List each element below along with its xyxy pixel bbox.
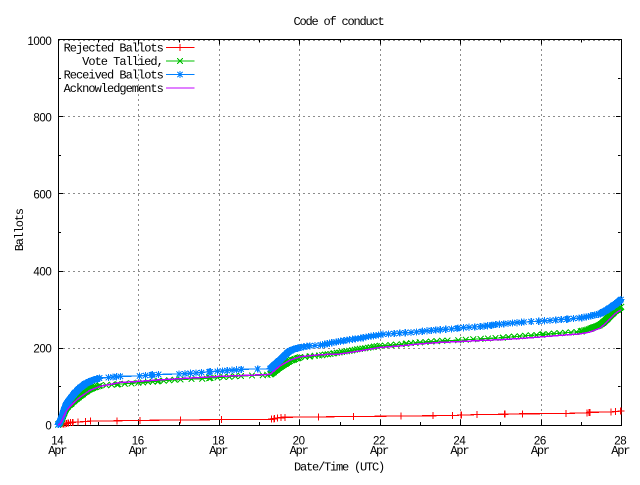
svg-text:18: 18 xyxy=(212,435,224,447)
svg-text:24: 24 xyxy=(453,435,466,447)
svg-text:Apr: Apr xyxy=(450,444,469,458)
svg-text:Rejected Ballots: Rejected Ballots xyxy=(64,42,164,56)
svg-text:Apr: Apr xyxy=(370,444,389,458)
svg-text:Apr: Apr xyxy=(129,444,148,458)
svg-text:1000: 1000 xyxy=(27,36,51,48)
svg-text:Apr: Apr xyxy=(290,444,309,458)
svg-text:16: 16 xyxy=(132,435,144,447)
svg-text:Vote Tallied,: Vote Tallied, xyxy=(82,55,163,69)
svg-text:Date/Time (UTC): Date/Time (UTC) xyxy=(294,461,384,475)
svg-text:Ballots: Ballots xyxy=(13,208,27,251)
svg-text:200: 200 xyxy=(33,343,51,355)
svg-text:Apr: Apr xyxy=(531,444,550,458)
svg-text:600: 600 xyxy=(33,190,51,202)
svg-text:Code of conduct: Code of conduct xyxy=(293,15,383,29)
svg-text:Acknowledgements: Acknowledgements xyxy=(64,82,164,96)
svg-text:Apr: Apr xyxy=(209,444,228,458)
svg-text:28: 28 xyxy=(614,435,626,447)
svg-text:0: 0 xyxy=(45,420,51,432)
svg-text:400: 400 xyxy=(33,267,51,279)
svg-text:22: 22 xyxy=(373,435,385,447)
svg-text:20: 20 xyxy=(293,435,305,447)
svg-text:Apr: Apr xyxy=(611,444,630,458)
svg-text:14: 14 xyxy=(51,435,64,447)
svg-text:26: 26 xyxy=(534,435,546,447)
svg-text:Apr: Apr xyxy=(48,444,67,458)
svg-text:800: 800 xyxy=(33,113,51,125)
svg-text:Received Ballots: Received Ballots xyxy=(64,69,164,83)
